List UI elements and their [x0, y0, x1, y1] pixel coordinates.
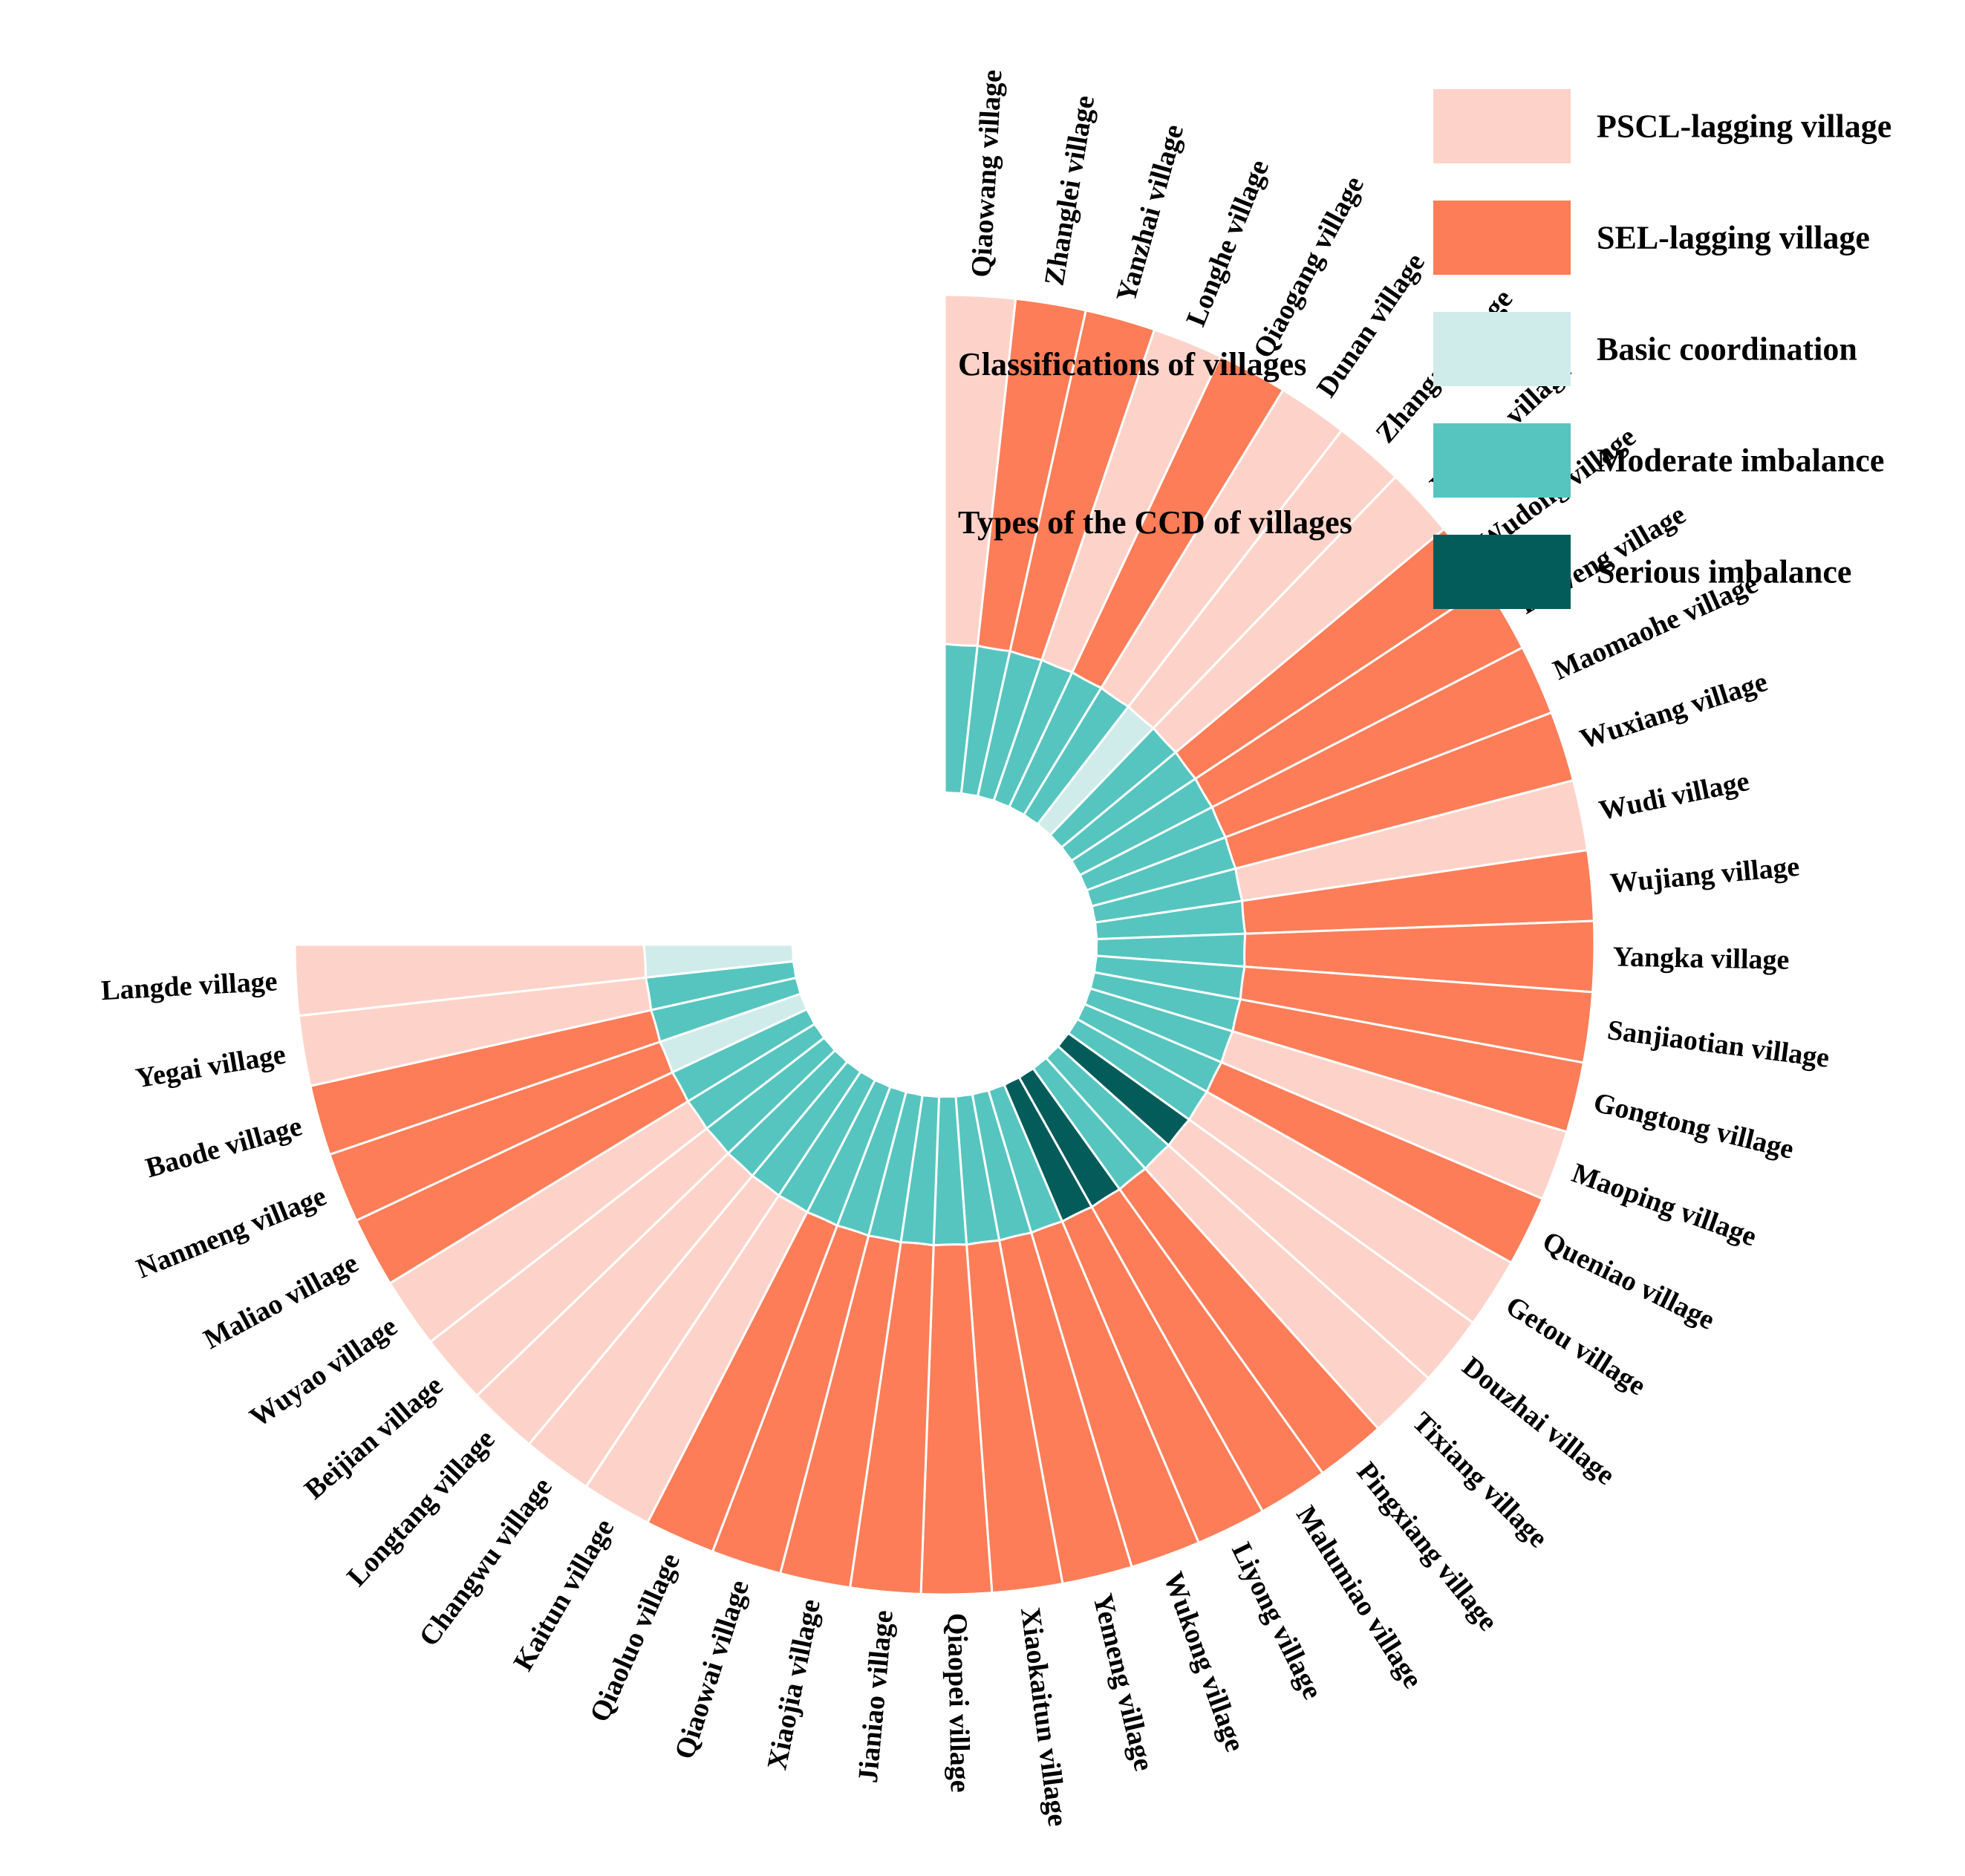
legend-label-si: Serious imbalance — [1597, 554, 1851, 590]
village-label: Wudi village — [1597, 766, 1752, 827]
legend-label-pscl: PSCL-lagging village — [1597, 108, 1891, 145]
legend-label-mi: Moderate imbalance — [1597, 443, 1884, 479]
village-label: Wukong village — [1157, 1568, 1251, 1756]
village-label: Wuxiang village — [1577, 666, 1771, 755]
village-label: Wujiang village — [1609, 851, 1801, 899]
village-label: Qiaowang village — [965, 69, 1008, 279]
village-label: Liyong village — [1225, 1538, 1329, 1704]
village-label: Gongtong village — [1591, 1087, 1797, 1165]
legend-swatch-mi — [1433, 423, 1571, 498]
village-label: Langde village — [100, 965, 278, 1006]
village-label: Xiaojia village — [761, 1597, 827, 1773]
legend-swatch-bc — [1433, 312, 1571, 386]
village-label: Qiaopei village — [941, 1612, 975, 1792]
legend-swatch-si — [1433, 535, 1571, 609]
village-label: Maliao village — [199, 1248, 364, 1355]
village-label: Qiaowai village — [669, 1577, 755, 1763]
legend-label-sel: SEL-lagging village — [1597, 220, 1870, 256]
village-label: Yanzhai village — [1110, 121, 1190, 305]
legend: PSCL-lagging village SEL-lagging village B… — [1433, 89, 1891, 609]
rings-group — [293, 293, 1596, 1596]
village-label: Zhanglei village — [1039, 94, 1101, 288]
outer-ring-label: Classifications of villages — [958, 346, 1306, 382]
village-label: Sanjiaotian village — [1606, 1014, 1831, 1074]
village-label: Xiaokaitun village — [1014, 1606, 1073, 1828]
village-label: Qiaoluo village — [584, 1548, 686, 1727]
village-label: Baode village — [143, 1110, 306, 1184]
village-label: Kaitun village — [507, 1514, 620, 1676]
village-label: Jianiao village — [853, 1609, 899, 1784]
inner-ring-label: Types of the CCD of villages — [958, 504, 1352, 541]
village-label: Yemeng village — [1086, 1591, 1159, 1774]
village-label: Nanmeng village — [132, 1180, 330, 1284]
classification-segment-langde-village — [293, 943, 647, 1017]
legend-label-bc: Basic coordination — [1597, 331, 1857, 368]
legend-swatch-pscl — [1433, 89, 1571, 163]
village-label: Yegai village — [134, 1039, 288, 1095]
village-label: Yangka village — [1612, 941, 1789, 975]
legend-swatch-sel — [1433, 201, 1571, 275]
village-label: Maoping village — [1568, 1157, 1760, 1252]
village-label: Getou village — [1500, 1290, 1651, 1401]
village-label: Queniao village — [1538, 1225, 1720, 1336]
village-label: Longhe village — [1180, 155, 1275, 330]
